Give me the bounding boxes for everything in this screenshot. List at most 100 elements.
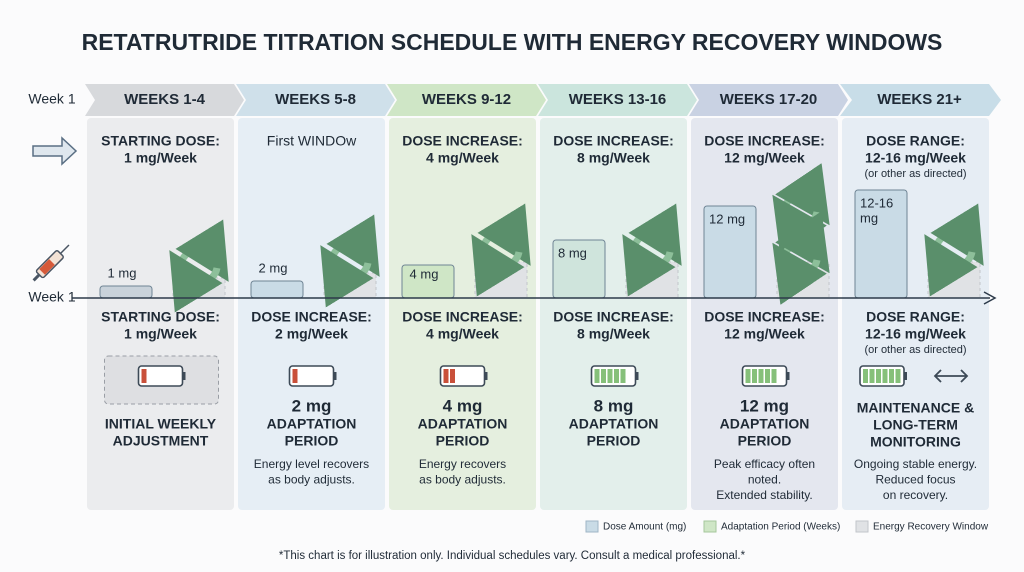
battery-cell <box>614 369 619 383</box>
dose-bar-label: 2 mg <box>259 260 288 275</box>
week-header-label: WEEKS 9-12 <box>422 91 511 108</box>
battery-cell <box>292 369 298 383</box>
recovery-arrow <box>772 242 827 305</box>
recovery-arrow <box>924 234 978 297</box>
dose-text: 4 mg/Week <box>426 150 499 166</box>
dose-text: 12-16 mg/Week <box>865 326 966 342</box>
period-label: ADAPTATION <box>720 416 810 432</box>
footnote: *This chart is for illustration only. In… <box>279 550 746 562</box>
note: as body adjusts. <box>268 473 355 487</box>
dose-bar-label: 12-16 <box>860 195 893 210</box>
week-header <box>538 84 697 116</box>
note: Reduced focus <box>875 473 955 487</box>
note: Energy level recovers <box>254 457 369 471</box>
period-label: MAINTENANCE & <box>857 400 974 416</box>
battery-cell <box>765 369 770 383</box>
dose-text: DOSE INCREASE: <box>704 309 825 325</box>
dose-text: 4 mg/Week <box>426 326 499 342</box>
dose-text: 1 mg/Week <box>124 326 197 342</box>
period-label: PERIOD <box>738 433 792 449</box>
dose-text: 8 mg/Week <box>577 150 650 166</box>
note: as body adjusts. <box>419 473 506 487</box>
week-header-label: WEEKS 13-16 <box>569 91 667 108</box>
dose-text: 2 mg/Week <box>275 326 348 342</box>
dose-text: 12-16 mg/Week <box>865 150 966 166</box>
syringe-icon <box>32 244 70 282</box>
dose-bar-label: 1 mg <box>108 265 137 280</box>
week-header <box>85 84 244 116</box>
dose-text: 12 mg/Week <box>724 150 805 166</box>
dose-text: DOSE INCREASE: <box>553 133 674 149</box>
recovery-arrow <box>169 250 223 313</box>
legend-label: Adaptation Period (Weeks) <box>721 522 840 533</box>
title: RETATRUTRIDE TITRATION SCHEDULE WITH ENE… <box>82 29 943 55</box>
period-label: PERIOD <box>436 433 490 449</box>
battery-cell <box>758 369 764 383</box>
battery-cell <box>141 369 147 383</box>
battery-cell <box>771 369 777 383</box>
battery-cell <box>876 369 881 383</box>
week-header-label: WEEKS 1-4 <box>124 91 206 108</box>
dose-text: STARTING DOSE: <box>101 309 220 325</box>
note: Peak efficacy often <box>714 457 815 471</box>
week-header <box>689 84 848 116</box>
dose-text: First WINDOw <box>267 133 357 149</box>
dose-text: DOSE INCREASE: <box>704 133 825 149</box>
battery-cell <box>601 369 606 383</box>
recovery-icon <box>169 219 229 313</box>
dose-bar-label: 12 mg <box>709 211 745 226</box>
dose-text: 1 mg/Week <box>124 150 197 166</box>
battery-cell <box>594 369 600 383</box>
recovery-icon <box>320 214 380 308</box>
recovery-icon <box>471 203 531 297</box>
dose-bar <box>250 280 304 299</box>
dose-text: DOSE INCREASE: <box>251 309 372 325</box>
battery-tip <box>484 372 488 380</box>
recovery-arrow <box>320 245 374 308</box>
recovery-icon <box>622 203 682 297</box>
dose-bar <box>99 285 153 299</box>
legend: Dose Amount (mg) Adaptation Period (Week… <box>585 520 989 533</box>
dose-text: (or other as directed) <box>864 344 966 356</box>
period-label: ADAPTATION <box>418 416 508 432</box>
arrow-icon <box>32 136 78 166</box>
recovery-arrow <box>622 234 676 297</box>
dose-amount: 4 mg <box>443 396 483 415</box>
note: noted. <box>748 473 781 487</box>
dose-text: DOSE INCREASE: <box>553 309 674 325</box>
period-label: ADAPTATION <box>569 416 659 432</box>
dose-text: DOSE RANGE: <box>866 133 965 149</box>
dose-bar-label: 4 mg <box>410 266 439 281</box>
note: Energy recovers <box>419 457 506 471</box>
week-header-label: WEEKS 17-20 <box>720 91 818 108</box>
row-label: Week 1 <box>28 91 75 107</box>
recovery-icon <box>772 211 830 305</box>
double-arrow <box>933 369 969 383</box>
battery-cell <box>882 369 888 383</box>
battery-cell <box>620 369 626 383</box>
timeline-arrow <box>983 291 997 305</box>
row-label: Week 1 <box>28 289 75 305</box>
period-label: INITIAL WEEKLY <box>105 416 217 432</box>
dose-amount: 2 mg <box>292 396 332 415</box>
battery-cell <box>607 369 613 383</box>
battery-tip <box>786 372 790 380</box>
week-header-label: WEEKS 21+ <box>877 91 962 108</box>
dose-amount: 12 mg <box>740 396 789 415</box>
period-label: PERIOD <box>285 433 339 449</box>
battery-cell <box>752 369 757 383</box>
dose-amount: 8 mg <box>594 396 634 415</box>
week-header <box>387 84 546 116</box>
dose-text: 12 mg/Week <box>724 326 805 342</box>
dose-text: STARTING DOSE: <box>101 133 220 149</box>
week-header-label: WEEKS 5-8 <box>275 91 356 108</box>
battery-cell <box>745 369 751 383</box>
dose-text: DOSE INCREASE: <box>402 133 523 149</box>
dose-text: (or other as directed) <box>864 168 966 180</box>
dose-text: DOSE INCREASE: <box>402 309 523 325</box>
period-label: PERIOD <box>587 433 641 449</box>
recovery-window <box>776 261 830 299</box>
battery-tip <box>182 372 186 380</box>
legend-label: Dose Amount (mg) <box>603 522 686 533</box>
